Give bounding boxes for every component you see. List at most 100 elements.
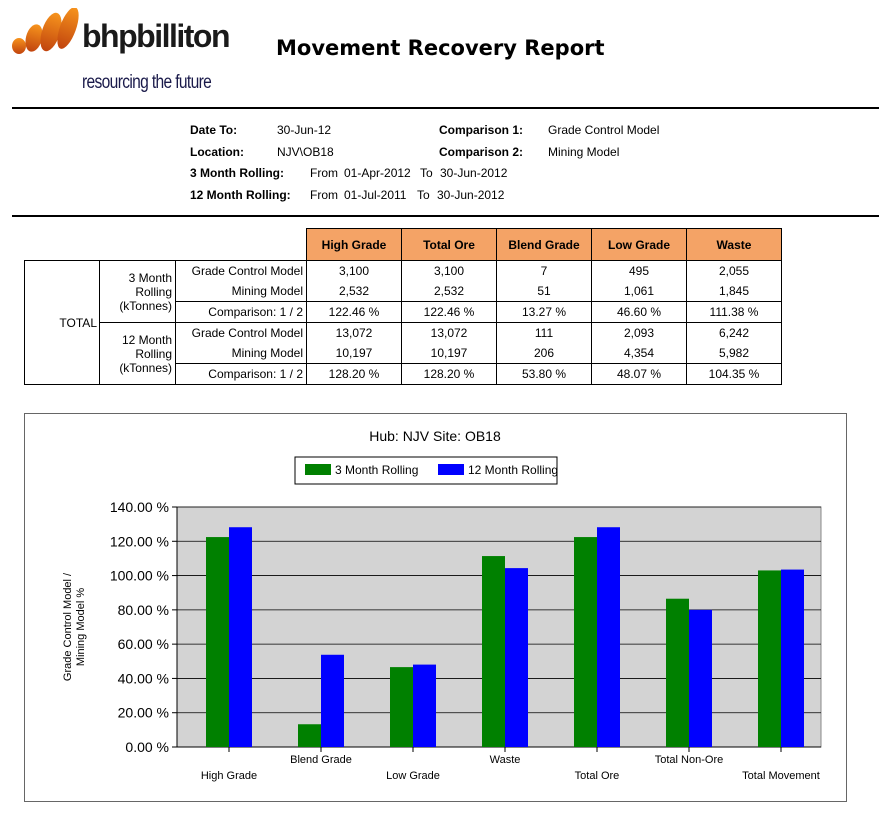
table-cell: 48.07 % bbox=[591, 363, 687, 385]
table-row: Mining Model 10,197 10,197 206 4,354 5,9… bbox=[25, 343, 782, 364]
table-cell: 2,055 bbox=[686, 260, 782, 281]
chart-svg: Hub: NJV Site: OB18 3 Month Rolling 12 Mon… bbox=[62, 428, 822, 782]
company-logo: bhpbilliton resourcing the future bbox=[10, 8, 250, 103]
total-label: TOTAL bbox=[24, 260, 100, 385]
x-tick-label: Blend Grade bbox=[290, 754, 352, 766]
table-cell: 3,100 bbox=[401, 260, 497, 281]
group-label-line: (kTonnes) bbox=[119, 360, 172, 375]
y-tick-label: 0.00 % bbox=[125, 739, 169, 755]
table-cell: 13.27 % bbox=[496, 301, 592, 323]
table-cell: 122.46 % bbox=[306, 301, 402, 323]
row-label: Mining Model bbox=[175, 343, 307, 364]
chart-bar bbox=[413, 664, 436, 747]
table-cell: 111.38 % bbox=[686, 301, 782, 323]
rolling3-label: 3 Month Rolling: bbox=[190, 166, 284, 180]
chart-bar bbox=[666, 598, 689, 747]
table-cell: 10,197 bbox=[306, 343, 402, 364]
x-tick-label: Total Movement bbox=[742, 770, 820, 782]
y-axis-label: Grade Control Model /Mining Model % bbox=[62, 572, 87, 681]
table-header-row: High Grade Total Ore Blend Grade Low Gra… bbox=[25, 228, 782, 261]
table-cell: 111 bbox=[496, 322, 592, 343]
x-tick-label: Waste bbox=[490, 754, 521, 766]
row-label: Grade Control Model bbox=[175, 322, 307, 343]
y-tick-label: 20.00 % bbox=[118, 705, 169, 721]
table-cell: 206 bbox=[496, 343, 592, 364]
y-tick-label: 100.00 % bbox=[110, 568, 169, 584]
recovery-chart: Hub: NJV Site: OB18 3 Month Rolling 12 Mon… bbox=[24, 413, 847, 802]
group-label-line: Rolling bbox=[135, 284, 172, 299]
column-header: Total Ore bbox=[401, 228, 497, 261]
header-divider bbox=[12, 107, 879, 109]
table-cell: 2,532 bbox=[401, 281, 497, 302]
x-tick-label: High Grade bbox=[201, 770, 257, 782]
rolling12-label: 12 Month Rolling: bbox=[190, 188, 291, 202]
legend-label: 12 Month Rolling bbox=[468, 463, 558, 477]
chart-bar bbox=[781, 569, 804, 747]
column-header: Blend Grade bbox=[496, 228, 592, 261]
table-cell: 1,061 bbox=[591, 281, 687, 302]
comparison2-value: Mining Model bbox=[548, 145, 620, 159]
chart-bar bbox=[298, 724, 321, 747]
y-tick-label: 40.00 % bbox=[118, 670, 169, 686]
y-tick-label: 60.00 % bbox=[118, 636, 169, 652]
table-cell: 53.80 % bbox=[496, 363, 592, 385]
legend-swatch bbox=[305, 464, 331, 475]
y-tick-label: 120.00 % bbox=[110, 533, 169, 549]
chart-bar bbox=[689, 609, 712, 747]
logo-tagline: resourcing the future bbox=[82, 72, 212, 93]
table-cell: 6,242 bbox=[686, 322, 782, 343]
rolling12-from: 01-Jul-2011 bbox=[344, 188, 407, 202]
table-row: Mining Model 2,532 2,532 51 1,061 1,845 bbox=[25, 281, 782, 302]
row-label: Mining Model bbox=[175, 281, 307, 302]
chart-bar bbox=[574, 537, 597, 747]
table-cell: 104.35 % bbox=[686, 363, 782, 385]
location-value: NJV\OB18 bbox=[277, 145, 334, 159]
location-label: Location: bbox=[190, 145, 244, 159]
rolling3-from-word: From bbox=[310, 166, 338, 180]
rolling3-from: 01-Apr-2012 bbox=[344, 166, 411, 180]
y-tick-label: 80.00 % bbox=[118, 602, 169, 618]
table-row: 12 Month Rolling (kTonnes) Grade Control… bbox=[25, 322, 782, 385]
rolling12-to-word: To bbox=[417, 188, 430, 202]
table-cell: 51 bbox=[496, 281, 592, 302]
table-cell: 5,982 bbox=[686, 343, 782, 364]
chart-bar bbox=[390, 667, 413, 747]
date-to-value: 30-Jun-12 bbox=[277, 123, 332, 137]
logo-wordmark: bhpbilliton bbox=[82, 18, 231, 54]
chart-bar bbox=[229, 527, 252, 747]
table-cell: 128.20 % bbox=[401, 363, 497, 385]
group-label-12month: 12 Month Rolling (kTonnes) bbox=[99, 322, 176, 385]
table-cell: 7 bbox=[496, 260, 592, 281]
table-cell: 13,072 bbox=[401, 322, 497, 343]
date-to-label: Date To: bbox=[190, 123, 238, 137]
report-title: Movement Recovery Report bbox=[276, 36, 605, 60]
chart-bar bbox=[321, 654, 344, 747]
table-row: TOTAL 3 Month Rolling (kTonnes) Grade Co… bbox=[24, 260, 782, 385]
comparison2-label: Comparison 2: bbox=[439, 145, 524, 159]
logo-mark-icon bbox=[12, 8, 79, 54]
row-label: Comparison: 1 / 2 bbox=[175, 363, 307, 385]
table-row: Comparison: 1 / 2 128.20 % 128.20 % 53.8… bbox=[25, 363, 782, 385]
table-cell: 2,532 bbox=[306, 281, 402, 302]
legend-swatch bbox=[438, 464, 464, 475]
table-cell: 4,354 bbox=[591, 343, 687, 364]
table-cell: 122.46 % bbox=[401, 301, 497, 323]
x-tick-label: Low Grade bbox=[386, 770, 440, 782]
y-tick-label: 140.00 % bbox=[110, 499, 169, 515]
table-cell: 2,093 bbox=[591, 322, 687, 343]
chart-title: Hub: NJV Site: OB18 bbox=[369, 428, 501, 444]
x-tick-label: Total Non-Ore bbox=[655, 754, 723, 766]
group-label-line: (kTonnes) bbox=[119, 298, 172, 313]
table-cell: 3,100 bbox=[306, 260, 402, 281]
table-cell: 1,845 bbox=[686, 281, 782, 302]
chart-bar bbox=[758, 570, 781, 747]
rolling3-to: 30-Jun-2012 bbox=[440, 166, 508, 180]
column-header: Low Grade bbox=[591, 228, 687, 261]
legend-label: 3 Month Rolling bbox=[335, 463, 418, 477]
rolling12-from-word: From bbox=[310, 188, 338, 202]
recovery-table: High Grade Total Ore Blend Grade Low Gra… bbox=[24, 228, 782, 385]
chart-bar bbox=[597, 527, 620, 747]
info-divider bbox=[12, 215, 879, 217]
table-cell: 10,197 bbox=[401, 343, 497, 364]
table-row: Comparison: 1 / 2 122.46 % 122.46 % 13.2… bbox=[25, 301, 782, 323]
